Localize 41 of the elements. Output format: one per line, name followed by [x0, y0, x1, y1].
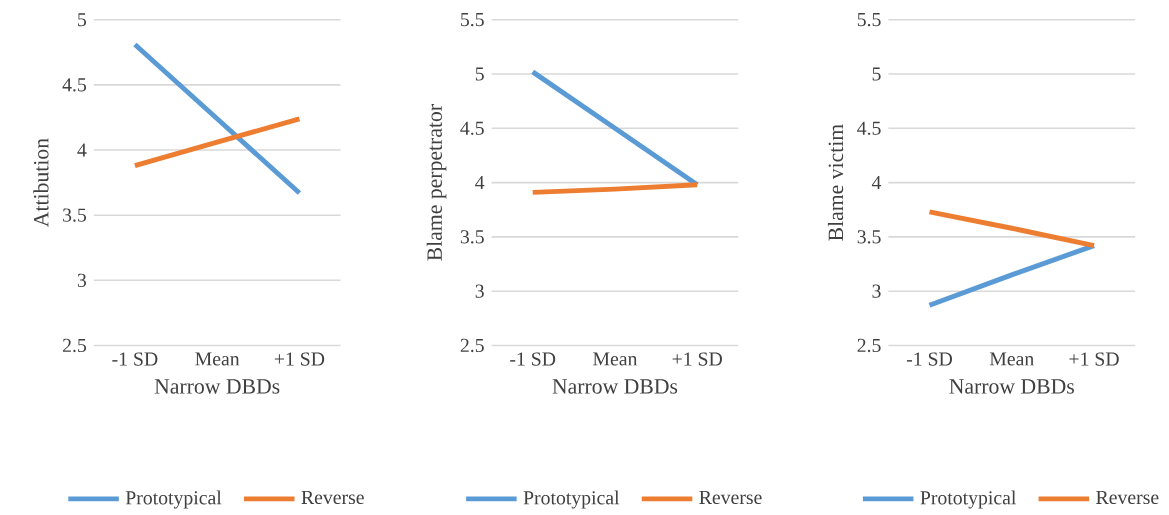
x-tick-label: +1 SD	[274, 352, 325, 366]
legend-label: Prototypical	[125, 490, 222, 509]
y-tick-label: 2.5	[62, 338, 87, 353]
x-tick-label: -1 SD	[510, 352, 556, 366]
y-tick-label: 5.5	[857, 13, 881, 27]
legend-label: Reverse	[699, 490, 762, 505]
y-tick-label: 4	[77, 143, 87, 157]
legend-label: Prototypical	[920, 490, 1016, 509]
legend-label: Prototypical	[523, 490, 620, 509]
y-axis-title: Attibution	[33, 138, 49, 227]
y-tick-label: 3	[77, 273, 87, 287]
x-tick-label: Mean	[195, 352, 240, 366]
x-tick-label: Mean	[593, 352, 638, 366]
y-tick-label: 3.5	[460, 230, 484, 244]
y-tick-label: 3	[475, 284, 484, 298]
y-tick-label: 2.5	[460, 338, 484, 353]
y-axis-title: Blame victim	[827, 124, 844, 241]
y-tick-label: 5	[475, 67, 484, 81]
y-tick-label: 4	[871, 176, 882, 190]
x-axis-title: Narrow DBDs	[949, 379, 1074, 394]
y-tick-label: 4.5	[62, 78, 87, 92]
y-tick-label: 4	[475, 176, 485, 190]
y-tick-label: 4.5	[460, 121, 484, 135]
x-tick-label: -1 SD	[906, 352, 952, 366]
y-tick-label: 5	[78, 13, 87, 27]
x-tick-label: Mean	[989, 352, 1034, 366]
y-axis-title: Blame perpetrator	[426, 104, 447, 261]
y-tick-label: 4.5	[857, 121, 881, 135]
x-axis-title: Narrow DBDs	[552, 379, 678, 394]
x-axis-title: Narrow DBDs	[154, 379, 280, 394]
y-tick-label: 5	[872, 67, 881, 81]
y-tick-label: 3	[872, 284, 881, 298]
x-tick-label: +1 SD	[1069, 352, 1119, 366]
y-tick-label: 3.5	[63, 208, 87, 222]
legend-label: Reverse	[301, 490, 364, 505]
y-tick-label: 2.5	[857, 338, 881, 353]
legend-label: Reverse	[1096, 490, 1159, 505]
y-tick-label: 5.5	[461, 13, 484, 27]
x-tick-label: -1 SD	[112, 352, 158, 366]
x-tick-label: +1 SD	[672, 352, 722, 366]
y-tick-label: 3.5	[857, 230, 881, 244]
